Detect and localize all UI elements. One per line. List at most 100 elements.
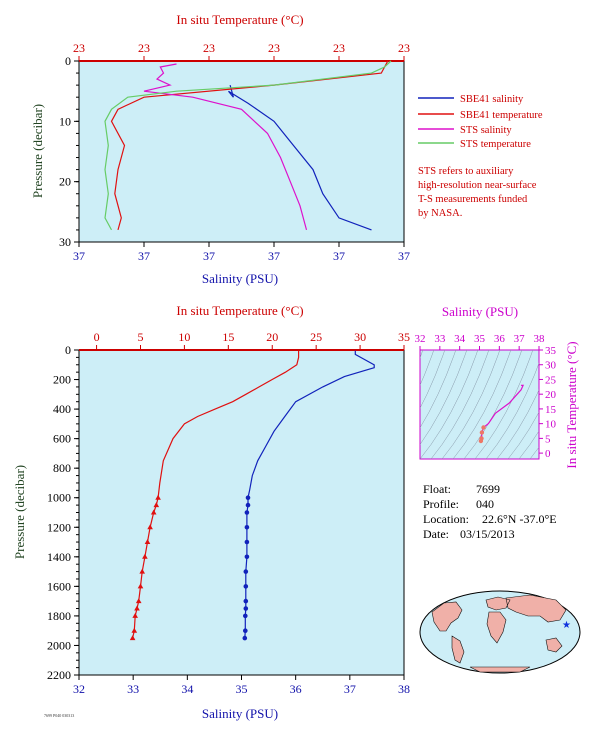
full-profile-plot-area bbox=[78, 349, 405, 676]
temperature-point bbox=[135, 598, 142, 604]
full-profile-salinity-tick-label: 37 bbox=[344, 682, 356, 696]
near-surface-line-sts-salinity bbox=[143, 63, 308, 231]
ts-salinity-tick-label: 32 bbox=[415, 333, 426, 345]
near-surface-plot-area bbox=[78, 60, 405, 243]
sts-note-line-3: T-S measurements funded bbox=[418, 194, 528, 205]
near-surface-top-tick-label: 23 bbox=[203, 41, 215, 55]
ts-temperature-ticks: 0 5 10 15 20 25 30 35 bbox=[539, 345, 557, 460]
temperature-point bbox=[153, 502, 160, 508]
near-surface-top-ticks: 23 23 23 23 23 23 bbox=[73, 41, 410, 61]
legend-label-sts-temperature: STS temperature bbox=[460, 139, 531, 150]
full-profile-pressure-tick-label: 1600 bbox=[47, 579, 71, 593]
full-profile-temperature-tick-label: 25 bbox=[310, 330, 322, 344]
near-surface-line-sbe41-salinity bbox=[228, 84, 372, 231]
temperature-point bbox=[155, 494, 161, 500]
temperature-point bbox=[131, 627, 138, 633]
full-profile-temperature-tick-label: 15 bbox=[222, 330, 234, 344]
float-location-star-icon: ★ bbox=[562, 620, 571, 631]
ts-temperature-tick-label: 15 bbox=[545, 404, 557, 416]
near-surface-pressure-ticks: 0 10 20 30 bbox=[59, 54, 79, 249]
date-label: Date: bbox=[423, 527, 449, 541]
location-value: 22.6°N -37.0°E bbox=[482, 512, 557, 526]
ts-temperature-tick-label: 10 bbox=[545, 419, 557, 431]
profile-label: Profile: bbox=[423, 497, 459, 511]
density-contour bbox=[420, 350, 446, 409]
ts-temperature-tick-label: 30 bbox=[545, 360, 557, 372]
full-profile-pressure-tick-label: 600 bbox=[53, 432, 71, 446]
temperature-point bbox=[132, 612, 138, 618]
full-profile-salinity-tick-label: 38 bbox=[398, 682, 410, 696]
full-profile-pressure-tick-label: 1400 bbox=[47, 550, 71, 564]
full-profile-salinity-ticks: 32 33 34 35 36 37 38 bbox=[73, 675, 410, 696]
float-info: Float: 7699 Profile: 040 Location: 22.6°… bbox=[423, 482, 557, 541]
ts-temperature-axis-title: In situ Temperature (°C) bbox=[564, 341, 579, 468]
salinity-profile-line bbox=[244, 350, 375, 639]
full-profile-salinity-tick-label: 35 bbox=[236, 682, 248, 696]
ts-temperature-tick-label: 25 bbox=[545, 374, 557, 386]
salinity-point bbox=[243, 584, 249, 589]
ts-temperature-tick-label: 35 bbox=[545, 345, 557, 357]
full-profile-pressure-axis-title: Pressure (decibar) bbox=[12, 465, 27, 559]
density-contour bbox=[474, 350, 534, 459]
density-contour bbox=[485, 362, 539, 459]
density-contour bbox=[430, 350, 490, 459]
map-continents bbox=[431, 594, 567, 673]
temperature-point bbox=[139, 568, 145, 574]
near-surface-bottom-ticks: 37 37 37 37 37 37 bbox=[73, 242, 410, 263]
sts-note-line-2: high-resolution near-surface bbox=[418, 180, 537, 191]
full-profile-pressure-tick-label: 0 bbox=[65, 343, 71, 357]
location-label: Location: bbox=[423, 512, 469, 526]
density-contour bbox=[420, 350, 479, 459]
near-surface-bottom-tick-label: 37 bbox=[333, 249, 345, 263]
full-profile-pressure-tick-label: 1200 bbox=[47, 520, 71, 534]
ts-salinity-tick-label: 33 bbox=[434, 333, 446, 345]
date-value: 03/15/2013 bbox=[460, 527, 515, 541]
salinity-point bbox=[243, 613, 248, 619]
full-profile-salinity-tick-label: 33 bbox=[127, 682, 139, 696]
near-surface-top-tick-label: 23 bbox=[333, 41, 345, 55]
density-contour bbox=[496, 389, 539, 459]
density-contour bbox=[441, 350, 501, 459]
near-surface-top-tick-label: 23 bbox=[73, 41, 85, 55]
full-profile-temperature-tick-label: 0 bbox=[94, 330, 100, 344]
near-surface-pressure-tick-label: 30 bbox=[59, 235, 71, 249]
full-profile-pressure-tick-label: 2000 bbox=[47, 638, 71, 652]
near-surface-pressure-tick-label: 20 bbox=[59, 175, 71, 189]
salinity-point bbox=[244, 510, 250, 515]
density-contour bbox=[452, 350, 512, 459]
density-contour bbox=[463, 350, 523, 459]
salinity-point bbox=[243, 569, 249, 574]
ts-salinity-tick-label: 34 bbox=[454, 333, 466, 345]
ts-point bbox=[479, 430, 485, 435]
salinity-point bbox=[244, 525, 250, 530]
near-surface-bottom-tick-label: 37 bbox=[138, 249, 150, 263]
temperature-point bbox=[129, 635, 136, 641]
full-profile-salinity-tick-label: 32 bbox=[73, 682, 85, 696]
ts-density-contours bbox=[420, 350, 539, 459]
density-contour bbox=[420, 350, 468, 445]
salinity-point bbox=[242, 635, 248, 641]
ts-series bbox=[478, 384, 525, 444]
near-surface-top-tick-label: 23 bbox=[268, 41, 280, 55]
full-profile-temperature-tick-label: 20 bbox=[266, 330, 278, 344]
near-surface-pressure-tick-label: 0 bbox=[65, 54, 71, 68]
salinity-point bbox=[243, 598, 249, 604]
full-profile-series bbox=[129, 350, 375, 641]
near-surface-bottom-tick-label: 37 bbox=[203, 249, 215, 263]
near-surface-pressure-axis-title: Pressure (decibar) bbox=[30, 104, 45, 198]
ts-salinity-tick-label: 36 bbox=[494, 333, 506, 345]
legend: SBE41 salinity SBE41 temperature STS sal… bbox=[418, 94, 543, 219]
full-profile-pressure-tick-label: 400 bbox=[53, 402, 71, 416]
near-surface-line-sts-temperature bbox=[104, 60, 392, 231]
full-profile-temperature-tick-label: 35 bbox=[398, 330, 410, 344]
ts-temperature-tick-label: 20 bbox=[545, 389, 557, 401]
float-value: 7699 bbox=[476, 482, 500, 496]
near-surface-temperature-axis-title: In situ Temperature (°C) bbox=[176, 12, 303, 27]
ts-point bbox=[479, 436, 484, 441]
full-profile-temperature-tick-label: 30 bbox=[354, 330, 366, 344]
salinity-point bbox=[243, 628, 248, 633]
temperature-profile-line bbox=[132, 350, 300, 639]
density-contour bbox=[420, 350, 457, 429]
ts-point bbox=[481, 425, 486, 430]
near-surface-top-tick-label: 23 bbox=[398, 41, 410, 55]
